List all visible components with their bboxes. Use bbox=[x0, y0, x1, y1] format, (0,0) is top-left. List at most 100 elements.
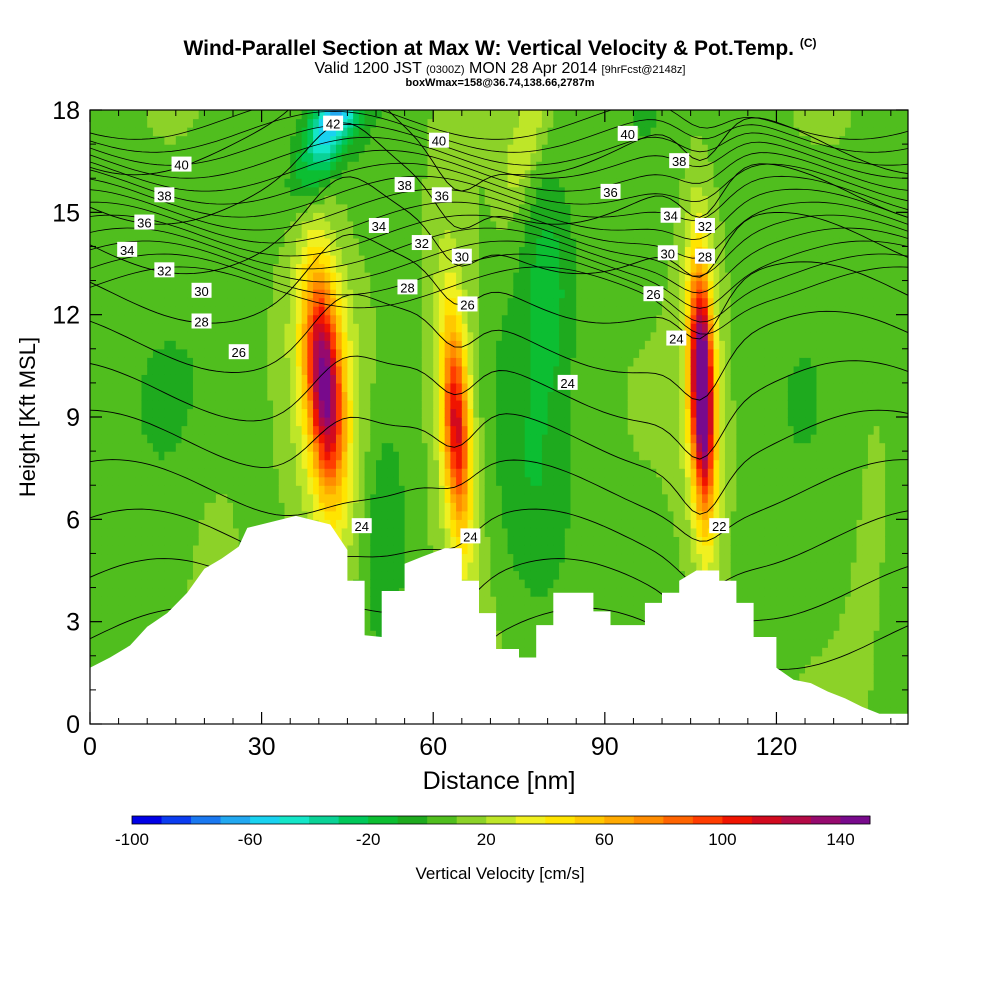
theta-contour bbox=[90, 175, 908, 221]
x-tick-label: 60 bbox=[419, 733, 447, 761]
contour-label: 26 bbox=[457, 296, 478, 312]
theta-contour bbox=[90, 355, 908, 460]
theta-contour bbox=[90, 253, 908, 323]
contour-label: 34 bbox=[117, 241, 138, 258]
contour-label: 28 bbox=[694, 248, 715, 265]
contour-label: 32 bbox=[411, 235, 432, 251]
theta-contour bbox=[90, 294, 908, 401]
contour-label-text: 40 bbox=[174, 158, 188, 173]
colorbar-swatch bbox=[840, 816, 871, 824]
colorbar-swatch bbox=[309, 816, 340, 824]
colorbar-swatch bbox=[132, 816, 163, 824]
contour-label: 28 bbox=[397, 279, 418, 295]
contour-label: 22 bbox=[709, 518, 730, 534]
colorbar-swatch bbox=[191, 816, 222, 824]
y-tick-label: 3 bbox=[66, 609, 80, 637]
theta-contour bbox=[90, 266, 908, 335]
colorbar: -100 -60 -20 20 60 100 140 bbox=[115, 815, 871, 849]
theta-contour bbox=[90, 176, 908, 278]
contour-label-text: 26 bbox=[646, 287, 660, 302]
colorbar-swatch bbox=[486, 816, 517, 824]
colorbar-swatch bbox=[515, 816, 546, 824]
x-tick-label: 0 bbox=[83, 733, 97, 761]
contour-label: 36 bbox=[134, 214, 155, 231]
contour-label-text: 36 bbox=[603, 185, 617, 200]
valid-time: Valid 1200 JST bbox=[314, 60, 422, 77]
contour-label-text: 32 bbox=[157, 263, 171, 278]
contour-label: 38 bbox=[154, 187, 175, 203]
colorbar-swatch bbox=[663, 816, 694, 824]
y-tick-label: 6 bbox=[66, 506, 80, 534]
copyright-mark: (C) bbox=[799, 36, 817, 50]
contour-label-text: 22 bbox=[712, 519, 726, 534]
contour-label: 40 bbox=[428, 132, 449, 149]
colorbar-swatch bbox=[633, 816, 664, 824]
y-axis-label: Height [Kft MSL] bbox=[15, 337, 40, 497]
theta-contour bbox=[90, 162, 908, 205]
contour-label: 36 bbox=[600, 183, 621, 200]
contour-label-text: 40 bbox=[432, 134, 446, 149]
x-axis-label: Distance [nm] bbox=[423, 767, 576, 795]
contour-label-text: 32 bbox=[698, 219, 712, 234]
contour-label-text: 42 bbox=[326, 117, 340, 132]
contour-label-text: 38 bbox=[157, 188, 171, 203]
contour-label: 30 bbox=[451, 248, 472, 265]
utc-time: (0300Z) bbox=[426, 64, 465, 76]
contour-label-text: 32 bbox=[415, 236, 429, 251]
colorbar-swatch bbox=[751, 816, 782, 824]
colorbar-tick-label: 140 bbox=[826, 830, 854, 849]
box-wmax-info: boxWmax=158@36.74,138.66,2787m bbox=[405, 77, 595, 89]
colorbar-swatch bbox=[456, 816, 487, 824]
contour-label: 40 bbox=[617, 125, 638, 142]
contour-label: 38 bbox=[394, 177, 415, 193]
colorbar-swatch bbox=[161, 816, 192, 824]
chart-title-text: Wind-Parallel Section at Max W: Vertical… bbox=[183, 37, 794, 60]
contour-label-text: 34 bbox=[120, 243, 134, 258]
contour-label: 24 bbox=[666, 330, 687, 347]
colorbar-swatch bbox=[574, 816, 605, 824]
colorbar-frame bbox=[131, 815, 871, 825]
contour-label-text: 24 bbox=[669, 332, 683, 347]
theta-contour bbox=[90, 188, 908, 241]
y-tick-label: 12 bbox=[52, 302, 80, 330]
x-tick-label: 120 bbox=[756, 733, 798, 761]
contour-label-text: 28 bbox=[194, 314, 208, 329]
contour-label: 24 bbox=[460, 528, 481, 544]
theta-contour bbox=[90, 233, 908, 340]
contour-label-text: 36 bbox=[137, 216, 151, 231]
contour-label: 28 bbox=[191, 313, 212, 329]
y-tick-label: 18 bbox=[52, 97, 80, 125]
contour-label: 30 bbox=[657, 245, 678, 261]
contour-label-text: 34 bbox=[663, 209, 677, 224]
contour-label-text: 30 bbox=[194, 284, 208, 299]
theta-contour bbox=[90, 123, 908, 166]
y-tick-label: 0 bbox=[66, 711, 80, 739]
colorbar-tick-label: -60 bbox=[238, 830, 263, 849]
colorbar-swatch bbox=[397, 816, 428, 824]
colorbar-swatch bbox=[810, 816, 841, 824]
contour-label: 34 bbox=[660, 207, 681, 224]
theta-contour bbox=[90, 459, 908, 542]
colorbar-tick-label: -100 bbox=[115, 830, 149, 849]
colorbar-title: Vertical Velocity [cm/s] bbox=[415, 864, 585, 883]
contour-label-text: 26 bbox=[460, 297, 474, 312]
contour-label-text: 24 bbox=[560, 376, 574, 391]
contour-label-text: 26 bbox=[231, 345, 245, 360]
theta-contour bbox=[90, 110, 908, 192]
contour-label: 40 bbox=[171, 156, 192, 173]
theta-contour bbox=[90, 508, 908, 589]
theta-contour bbox=[90, 136, 908, 179]
contour-label-text: 34 bbox=[372, 219, 386, 234]
colorbar-swatch bbox=[368, 816, 399, 824]
x-tick-label: 30 bbox=[248, 733, 276, 761]
contour-label: 34 bbox=[368, 217, 389, 234]
theta-contour bbox=[90, 149, 908, 192]
colorbar-tick-label: 100 bbox=[708, 830, 736, 849]
colorbar-swatch bbox=[220, 816, 251, 824]
contour-label-text: 28 bbox=[698, 250, 712, 265]
contour-label-text: 28 bbox=[400, 280, 414, 295]
colorbar-swatch bbox=[279, 816, 310, 824]
theta-contour bbox=[90, 110, 908, 140]
